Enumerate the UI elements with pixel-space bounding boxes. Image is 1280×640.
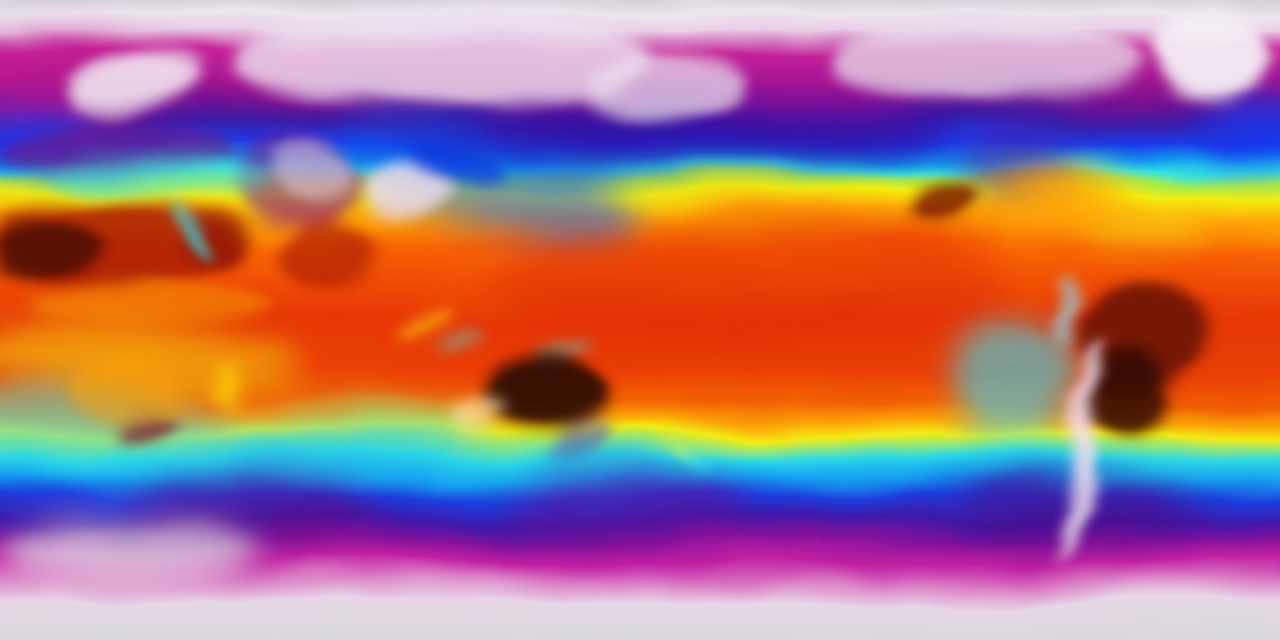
world-temperature-map: [0, 0, 1280, 640]
temperature-map-svg: [0, 0, 1280, 640]
noise-texture-overlay: [0, 0, 1280, 640]
